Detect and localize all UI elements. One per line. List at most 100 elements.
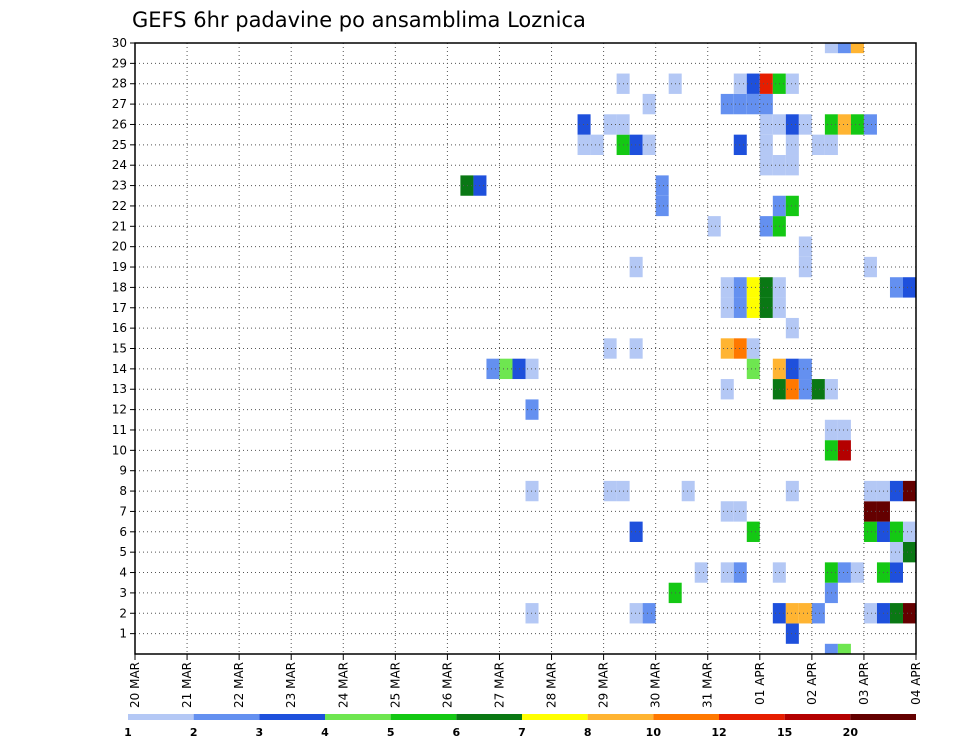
heatmap-cell	[746, 521, 760, 542]
heatmap-cell	[798, 236, 812, 257]
heatmap-cell	[902, 521, 916, 542]
heatmap-cell	[850, 114, 864, 135]
heatmap-cell	[733, 562, 747, 583]
heatmap-cell	[889, 541, 903, 563]
colorbar-tick-label: 8	[584, 726, 592, 739]
heatmap-cell	[785, 379, 799, 400]
heatmap-cell	[824, 643, 838, 654]
heatmap-cell	[733, 501, 747, 522]
heatmap-cell	[525, 358, 539, 380]
heatmap-cell	[590, 134, 604, 156]
heatmap-cell	[798, 114, 812, 135]
colorbar-segment	[259, 714, 325, 720]
y-tick-label: 19	[112, 260, 127, 274]
y-tick-label: 3	[119, 586, 127, 600]
y-tick-label: 17	[112, 301, 127, 315]
heatmap-cell	[798, 358, 812, 380]
heatmap-cell	[785, 134, 799, 156]
heatmap-cell	[759, 216, 773, 237]
heatmap-cell	[525, 603, 539, 624]
heatmap-cell	[811, 134, 825, 156]
x-tick-label: 29 MAR	[597, 662, 611, 708]
heatmap-cell	[707, 216, 721, 237]
heatmap-cell	[837, 440, 851, 461]
colorbar-tick-label: 2	[190, 726, 198, 739]
x-tick-label: 30 MAR	[649, 662, 663, 708]
heatmap-cell	[785, 603, 799, 624]
colorbar-tick-label: 4	[321, 726, 329, 739]
heatmap-cell	[863, 256, 877, 278]
colorbar-segment	[522, 714, 588, 720]
chart-title: GEFS 6hr padavine po ansamblima Loznica	[132, 8, 586, 32]
x-tick-label: 02 APR	[805, 662, 819, 705]
heatmap-cell	[798, 256, 812, 278]
colorbar-segment	[456, 714, 522, 720]
colorbar: 1 2 3 4 5 6 7 8 10 12 15 20	[124, 714, 916, 739]
heatmap-cell	[746, 297, 760, 318]
heatmap-cell	[863, 501, 877, 522]
x-tick-label: 24 MAR	[336, 662, 350, 708]
heatmap-cell	[902, 603, 916, 624]
heatmap-cell	[642, 93, 656, 115]
colorbar-tick-label: 15	[777, 726, 792, 739]
heatmap-cell	[642, 603, 656, 624]
colorbar-tick-label: 7	[518, 726, 526, 739]
colorbar-tick-label: 20	[843, 726, 859, 739]
heatmap-cell	[889, 603, 903, 624]
heatmap-cell	[850, 43, 864, 54]
y-tick-label: 22	[112, 199, 127, 213]
x-tick-label: 31 MAR	[701, 662, 715, 708]
y-tick-label: 11	[112, 423, 127, 437]
y-tick-label: 15	[112, 342, 127, 356]
heatmap-cells	[460, 43, 916, 654]
heatmap-cell	[759, 297, 773, 318]
y-tick-label: 21	[112, 219, 127, 233]
heatmap-cell	[733, 134, 747, 156]
heatmap-cell	[863, 521, 877, 542]
heatmap-cell	[655, 195, 669, 217]
y-tick-label: 2	[119, 606, 127, 620]
heatmap-cell	[746, 358, 760, 380]
x-tick-label: 03 APR	[857, 662, 871, 705]
y-tick-label: 10	[112, 443, 127, 457]
heatmap-cell	[798, 379, 812, 400]
heatmap-cell	[746, 338, 760, 359]
colorbar-tick-label: 3	[256, 726, 264, 739]
heatmap-cell	[746, 277, 760, 298]
heatmap-cell	[837, 43, 851, 54]
y-tick-label: 27	[112, 97, 127, 111]
y-axis: 1234567891011121314151617181920212223242…	[112, 36, 135, 641]
y-tick-label: 8	[119, 484, 127, 498]
colorbar-segment	[325, 714, 391, 720]
y-tick-label: 13	[112, 382, 127, 396]
heatmap-cell	[902, 277, 916, 298]
heatmap-cell	[889, 277, 903, 298]
y-tick-label: 29	[112, 56, 127, 70]
heatmap-cell	[785, 623, 799, 644]
colorbar-segment	[193, 714, 260, 720]
heatmap-cell	[785, 73, 799, 94]
x-tick-label: 28 MAR	[545, 662, 559, 708]
x-tick-label: 22 MAR	[232, 662, 246, 708]
y-tick-label: 1	[119, 627, 127, 641]
colorbar-segment	[390, 714, 457, 720]
heatmap-cell	[577, 114, 591, 135]
heatmap-cell	[577, 134, 591, 156]
heatmap-cell	[785, 480, 799, 502]
heatmap-cell	[460, 175, 474, 196]
x-tick-label: 21 MAR	[180, 662, 194, 708]
heatmap-cell	[759, 155, 773, 176]
heatmap-cell	[486, 358, 500, 380]
y-tick-label: 23	[112, 179, 127, 193]
heatmap-cell	[824, 43, 838, 54]
heatmap-cell	[629, 134, 643, 156]
heatmap-cell	[889, 480, 903, 502]
heatmap-cell	[759, 134, 773, 156]
heatmap-cell	[733, 277, 747, 298]
heatmap-cell	[733, 93, 747, 115]
colorbar-segment	[128, 714, 194, 720]
heatmap-cell	[837, 643, 851, 654]
heatmap-cell	[603, 338, 617, 359]
heatmap-cell	[811, 379, 825, 400]
